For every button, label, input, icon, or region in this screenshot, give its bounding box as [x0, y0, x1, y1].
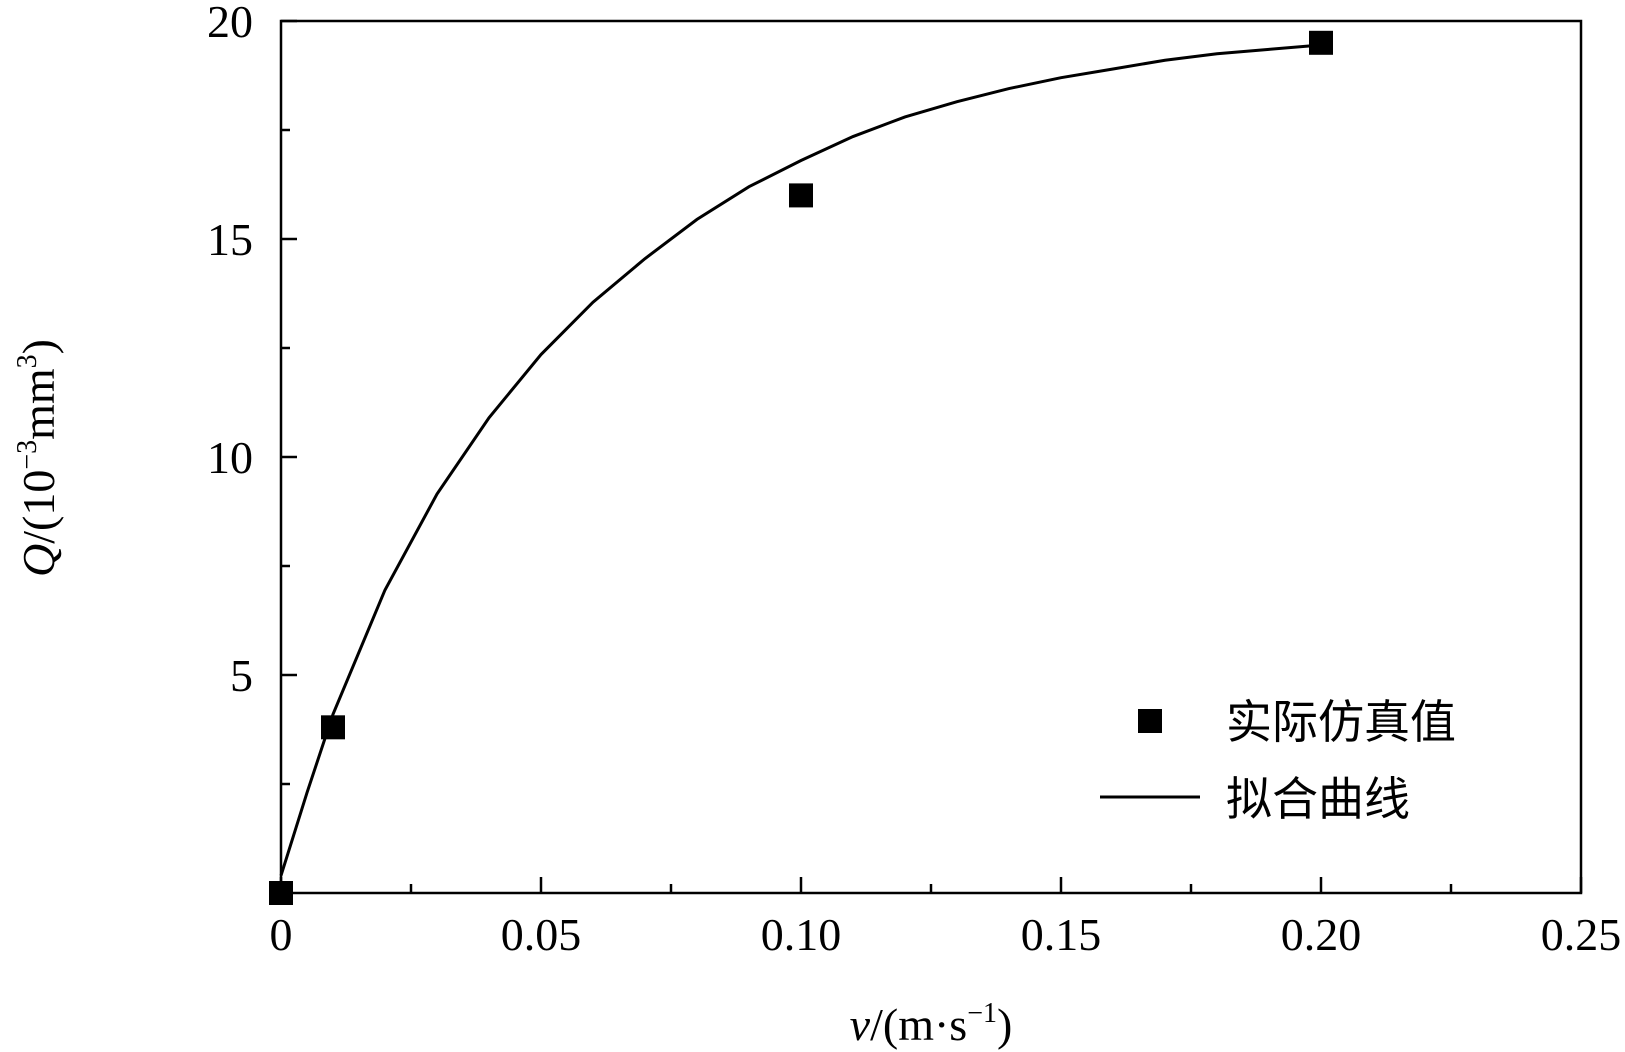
y-tick-label: 10	[207, 432, 253, 483]
y-tick-labels: 5 10 15 20	[207, 0, 253, 701]
plot-frame	[279, 19, 1583, 895]
y-tick-label: 20	[207, 0, 253, 47]
legend-marker-square	[1138, 709, 1162, 733]
y-tick-label: 5	[230, 650, 253, 701]
legend-label-points: 实际仿真值	[1226, 695, 1456, 749]
data-points	[269, 30, 1333, 905]
x-tick-label: 0.25	[1541, 909, 1622, 960]
legend: 实际仿真值 拟合曲线	[1100, 695, 1456, 826]
y-axis-title-sup2: 3	[12, 354, 43, 368]
x-tick-label: 0.20	[1281, 909, 1362, 960]
data-point-marker	[321, 715, 345, 740]
tick-marks	[279, 19, 1583, 893]
x-tick-labels: 0 0.05 0.10 0.15 0.20 0.25	[270, 909, 1622, 960]
data-point-marker	[269, 881, 293, 905]
y-tick-label: 15	[207, 214, 253, 265]
x-axis-title-sup: −1	[967, 998, 997, 1029]
fit-curve-line	[279, 43, 1322, 877]
y-axis-title: Q/(10−3mm3)	[12, 339, 64, 577]
x-tick-label: 0.05	[501, 909, 582, 960]
y-axis-title-var: Q	[13, 544, 64, 577]
y-axis-title-unit: /(10	[13, 470, 64, 544]
x-axis-title-close: )	[997, 999, 1012, 1050]
x-tick-label: 0	[270, 909, 293, 960]
x-tick-label: 0.15	[1021, 909, 1102, 960]
y-axis-title-sup1: −3	[12, 440, 43, 470]
data-point-marker	[1309, 30, 1333, 55]
x-axis-title-var: v	[850, 999, 871, 1050]
legend-label-line: 拟合曲线	[1226, 772, 1410, 826]
x-axis-title-unit: /(m·s	[870, 999, 967, 1050]
x-tick-label: 0.10	[761, 909, 842, 960]
x-axis-title: v/(m·s−1)	[850, 998, 1013, 1050]
data-point-marker	[789, 183, 813, 208]
y-axis-title-mid: mm	[13, 368, 64, 440]
y-axis-title-close: )	[13, 339, 64, 354]
